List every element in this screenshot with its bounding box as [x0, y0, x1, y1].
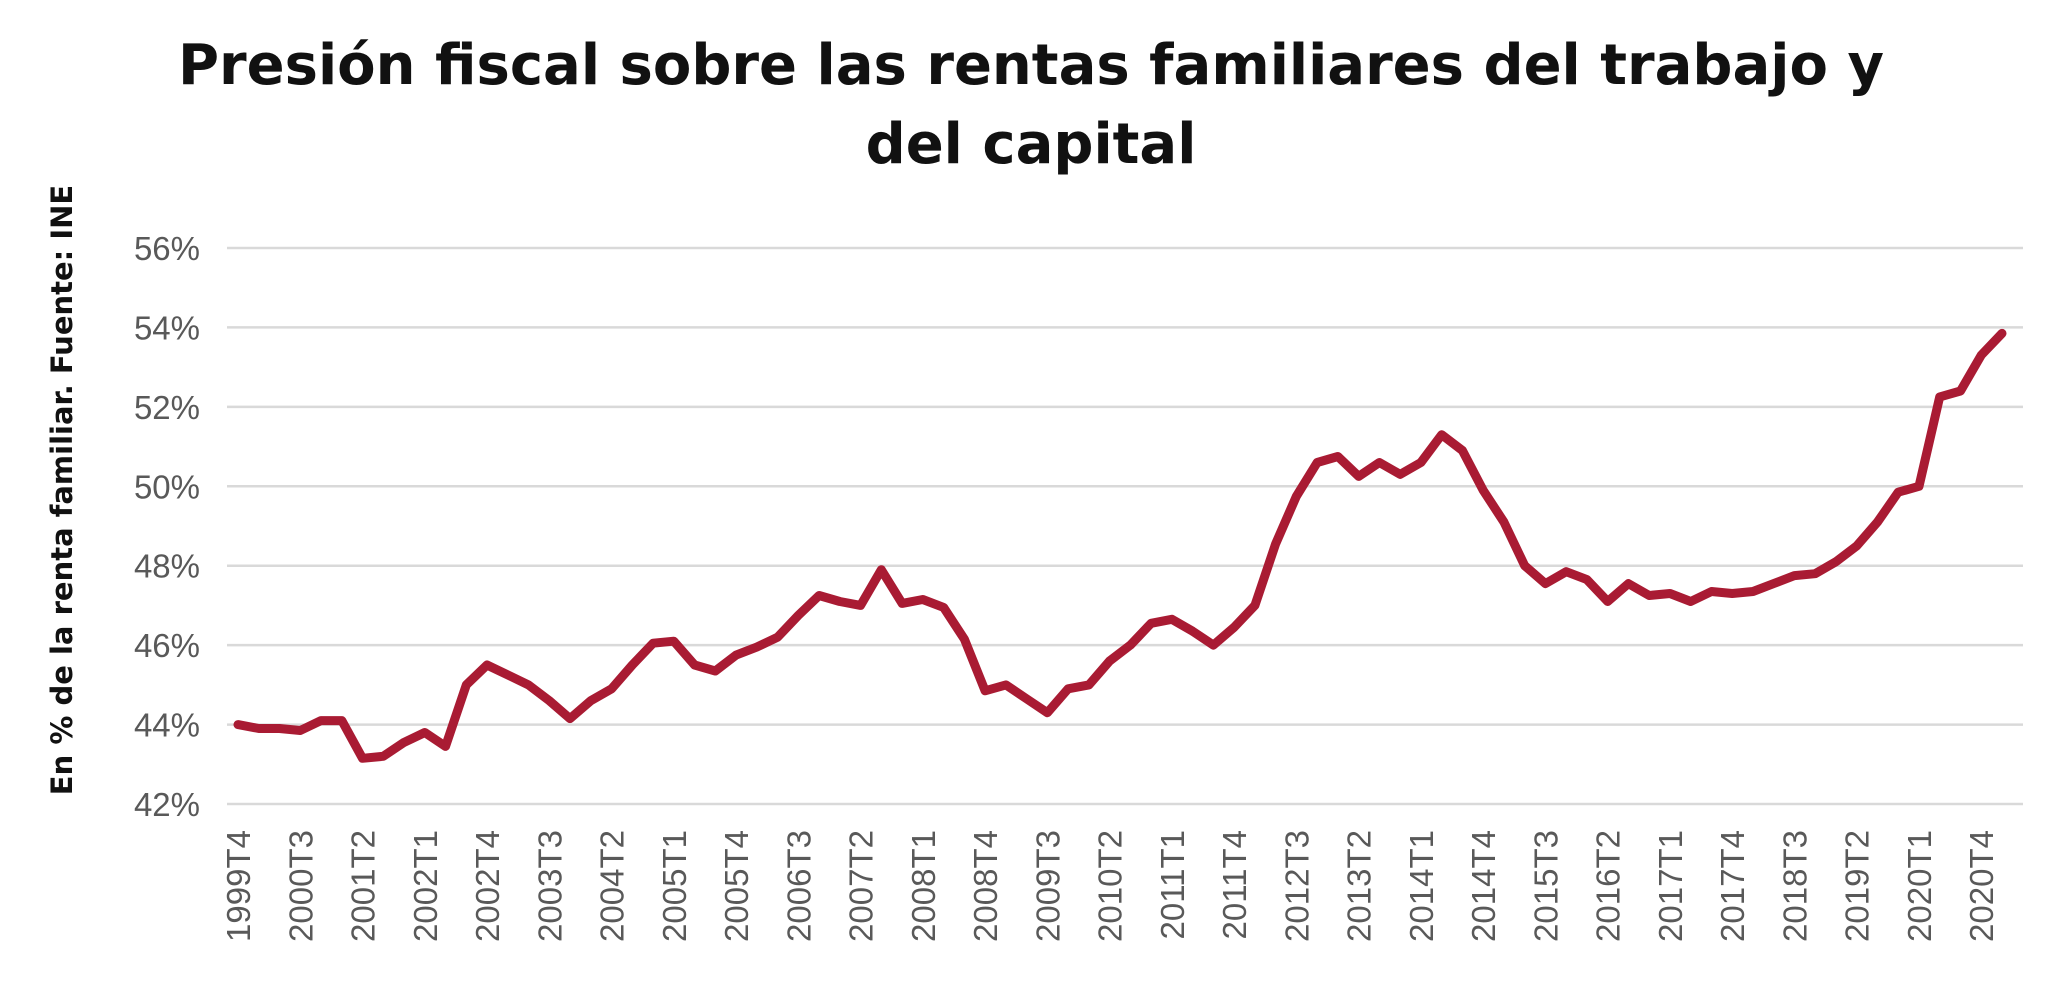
x-tick-label: 2008T4 [967, 830, 1004, 942]
x-tick-label: 2020T1 [1901, 830, 1938, 942]
x-tick-label: 2014T1 [1403, 830, 1440, 942]
x-tick-label: 2002T4 [469, 830, 506, 942]
x-tick-label: 2015T3 [1527, 830, 1564, 942]
x-tick-label: 2012T3 [1278, 830, 1315, 942]
y-tick-labels: 42% 44% 46% 48% 50% 52% 54% 56% [134, 230, 200, 823]
y-tick-label: 48% [134, 548, 200, 585]
x-tick-label: 2020T4 [1963, 830, 2000, 942]
y-tick-label: 56% [134, 230, 200, 267]
y-tick-label: 46% [134, 627, 200, 664]
y-tick-label: 50% [134, 468, 200, 505]
x-tick-labels: 1999T4 2000T3 2001T2 2002T1 2002T4 2003T3 2004… [220, 830, 2000, 942]
x-tick-label: 2008T1 [905, 830, 942, 942]
x-tick-label: 2005T1 [656, 830, 693, 942]
y-tick-label: 52% [134, 389, 200, 426]
x-tick-label: 2011T4 [1216, 830, 1253, 939]
x-tick-label: 2004T2 [594, 830, 631, 942]
x-tick-label: 2010T2 [1092, 830, 1129, 942]
y-tick-label: 42% [134, 786, 200, 823]
x-tick-label: 2017T1 [1652, 830, 1689, 942]
x-tick-label: 2007T2 [843, 830, 880, 942]
chart-title-line-2: del capital [866, 112, 1197, 177]
x-tick-label: 2006T3 [780, 830, 817, 942]
chart-title-line-1: Presión fiscal sobre las rentas familiar… [178, 33, 1884, 98]
x-tick-label: 2011T1 [1154, 830, 1191, 939]
y-axis-title: En % de la renta familiar. Fuente: INE [45, 185, 79, 795]
series-line [233, 328, 2007, 763]
x-tick-label: 2005T4 [718, 830, 755, 942]
x-tick-label: 2001T2 [345, 830, 382, 942]
x-tick-label: 2019T2 [1839, 830, 1876, 942]
x-tick-label: 2016T2 [1590, 830, 1627, 942]
x-tick-label: 2018T3 [1776, 830, 1813, 942]
x-tick-label: 1999T4 [220, 830, 257, 942]
x-tick-label: 2013T2 [1341, 830, 1378, 942]
gridlines [227, 246, 2023, 806]
x-tick-label: 2000T3 [282, 830, 319, 942]
x-tick-label: 2009T3 [1029, 830, 1066, 942]
x-tick-label: 2014T4 [1465, 830, 1502, 942]
y-tick-label: 44% [134, 707, 200, 744]
x-tick-label: 2017T4 [1714, 830, 1751, 942]
x-tick-label: 2003T3 [531, 830, 568, 942]
y-tick-label: 54% [134, 309, 200, 346]
x-tick-label: 2002T1 [407, 830, 444, 942]
